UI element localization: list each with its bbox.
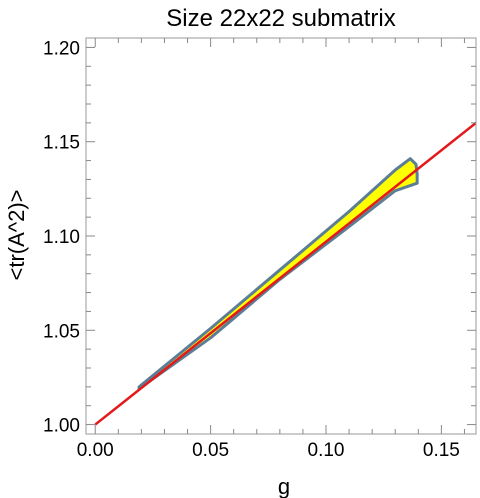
- y-axis: 1.00 1.05 1.10 1.15 1.20: [43, 38, 476, 437]
- x-tick-label: 0.05: [192, 440, 229, 461]
- fit-line: [94, 121, 476, 426]
- y-tick-label: 1.20: [43, 38, 80, 59]
- x-axis-title: g: [278, 474, 290, 498]
- plot-frame: [85, 37, 477, 435]
- x-tick-label: 0.10: [308, 440, 345, 461]
- x-tick-label: 0.15: [423, 440, 460, 461]
- x-tick-label: 0.00: [77, 440, 114, 461]
- x-axis: 0.00 0.05 0.10 0.15: [77, 38, 465, 461]
- y-tick-label: 1.15: [43, 133, 80, 154]
- chart-title: Size 22x22 submatrix: [166, 5, 395, 32]
- plot-area: [94, 121, 476, 426]
- frame-rect: [85, 37, 477, 435]
- y-tick-label: 1.05: [43, 321, 80, 342]
- y-tick-label: 1.10: [43, 227, 80, 248]
- series-group: [94, 121, 476, 426]
- y-tick-label: 1.00: [43, 416, 80, 437]
- confidence-region: [137, 157, 419, 391]
- y-axis-title: <tr(A^2)>: [4, 189, 29, 280]
